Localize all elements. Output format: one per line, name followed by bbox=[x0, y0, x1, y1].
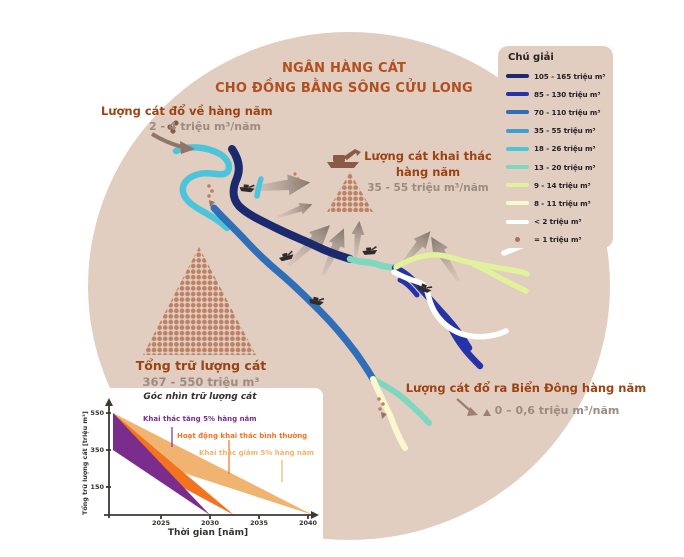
legend-swatch bbox=[506, 74, 529, 79]
wedge-increase-5pct bbox=[113, 413, 210, 515]
legend-item: 70 - 110 triệu m³ bbox=[506, 103, 613, 121]
river-branch-9-14-b bbox=[469, 260, 529, 294]
extraction-title-line1: Lượng cát khai thác bbox=[364, 149, 492, 163]
river-network bbox=[172, 144, 552, 451]
y-tick: 150 bbox=[90, 483, 104, 491]
river-segment-85-130-braid bbox=[397, 277, 420, 298]
chart-title: Góc nhìn trữ lượng cát bbox=[143, 392, 257, 402]
legend: Chú giải 105 - 165 triệu m³ 85 - 130 tri… bbox=[498, 46, 613, 248]
river-main-105-165 bbox=[228, 145, 354, 263]
legend-item: < 2 triệu m³ bbox=[506, 213, 613, 231]
annotation-sea-outflow: Lượng cát đổ ra Biển Đông hàng năm 0 – 0… bbox=[404, 381, 648, 417]
series-label-decrease: Khai thác giảm 5% hàng năm bbox=[199, 449, 314, 457]
title-line2: CHO ĐỒNG BẰNG SÔNG CỬU LONG bbox=[215, 80, 473, 96]
series-label-normal: Hoạt động khai thác bình thường bbox=[177, 432, 308, 440]
extraction-title-line2: hàng năm bbox=[395, 164, 461, 179]
inflow-title: Lượng cát đổ về hàng năm bbox=[101, 104, 273, 118]
legend-swatch bbox=[506, 201, 529, 206]
legend-swatch bbox=[506, 165, 529, 170]
legend-item: 13 - 20 triệu m³ bbox=[506, 158, 613, 176]
x-tick: 2035 bbox=[249, 519, 269, 527]
series-label-increase: Khai thác tăng 5% hàng năm bbox=[143, 415, 257, 423]
river-segment-18-26 bbox=[172, 144, 233, 232]
river-hau-70-110 bbox=[210, 204, 377, 383]
river-segment-18-26-dash bbox=[254, 176, 264, 199]
legend-title: Chú giải bbox=[508, 52, 554, 63]
river-segment-13-20-mid bbox=[346, 255, 399, 272]
inset-chart-plot bbox=[104, 398, 319, 519]
page-title: NGÂN HÀNG CÁT CHO ĐỒNG BẰNG SÔNG CỬU LON… bbox=[208, 59, 480, 98]
reserve-title: Tổng trữ lượng cát bbox=[135, 358, 267, 373]
legend-swatch bbox=[506, 219, 529, 224]
legend-swatch bbox=[506, 128, 529, 133]
legend-item: 9 - 14 triệu m³ bbox=[506, 176, 613, 194]
y-tick: 350 bbox=[90, 446, 104, 454]
sea-outflow-arrow-icon bbox=[456, 398, 491, 416]
y-tick: 550 bbox=[90, 409, 104, 417]
sand-inflow-icon bbox=[150, 120, 195, 154]
extraction-value: 35 - 55 triệu m³/năm bbox=[367, 182, 489, 195]
legend-item: 105 - 165 triệu m³ bbox=[506, 67, 613, 85]
legend-item: 35 - 55 triệu m³ bbox=[506, 122, 613, 140]
reserve-value: 367 - 550 triệu m³ bbox=[142, 375, 260, 389]
river-branch-8-11 bbox=[370, 376, 408, 451]
chart-y-axis-label: Tổng trữ lượng cát [triệu m³] bbox=[81, 411, 89, 515]
river-branch-13-20 bbox=[370, 376, 432, 426]
title-line1: NGÂN HÀNG CÁT bbox=[281, 61, 407, 76]
x-tick: 2025 bbox=[151, 519, 171, 527]
outflow-title: Lượng cát đổ ra Biển Đông hàng năm bbox=[405, 381, 647, 395]
x-tick: 2040 bbox=[298, 519, 318, 527]
legend-swatch bbox=[506, 183, 529, 188]
inset-chart: Góc nhìn trữ lượng cát Tổng trữ lượng cá… bbox=[81, 388, 323, 554]
river-branch-under-2 bbox=[391, 269, 509, 340]
legend-dot-swatch bbox=[515, 237, 520, 243]
sand-particle-trails bbox=[207, 172, 387, 419]
legend-item-dot: = 1 triệu m³ bbox=[506, 231, 613, 249]
legend-item: 18 - 26 triệu m³ bbox=[506, 140, 613, 158]
annotation-extraction: Lượng cát khai thác hàng năm 35 - 55 tri… bbox=[360, 149, 496, 194]
legend-item: 8 - 11 triệu m³ bbox=[506, 194, 613, 212]
annotation-total-reserve: Tổng trữ lượng cát 367 - 550 triệu m³ bbox=[110, 358, 292, 389]
annotation-inflow: Lượng cát đổ về hàng năm 2 - 4 triệu m³/… bbox=[101, 104, 273, 133]
x-tick: 2030 bbox=[200, 519, 220, 527]
legend-swatch bbox=[506, 110, 529, 115]
legend-swatch bbox=[506, 146, 529, 151]
wedge-decrease-5pct bbox=[113, 413, 313, 515]
wedge-normal bbox=[113, 413, 234, 515]
chart-axes bbox=[104, 404, 311, 519]
legend-item: 85 - 130 triệu m³ bbox=[506, 85, 613, 103]
legend-swatch bbox=[506, 92, 529, 97]
sand-pile-extraction bbox=[327, 172, 373, 212]
inflow-value: 2 - 4 triệu m³/năm bbox=[149, 120, 261, 133]
outflow-value: 0 – 0,6 triệu m³/năm bbox=[494, 404, 620, 417]
chart-x-axis-label: Thời gian [năm] bbox=[167, 528, 249, 538]
sand-pile-total-reserve bbox=[143, 247, 256, 355]
